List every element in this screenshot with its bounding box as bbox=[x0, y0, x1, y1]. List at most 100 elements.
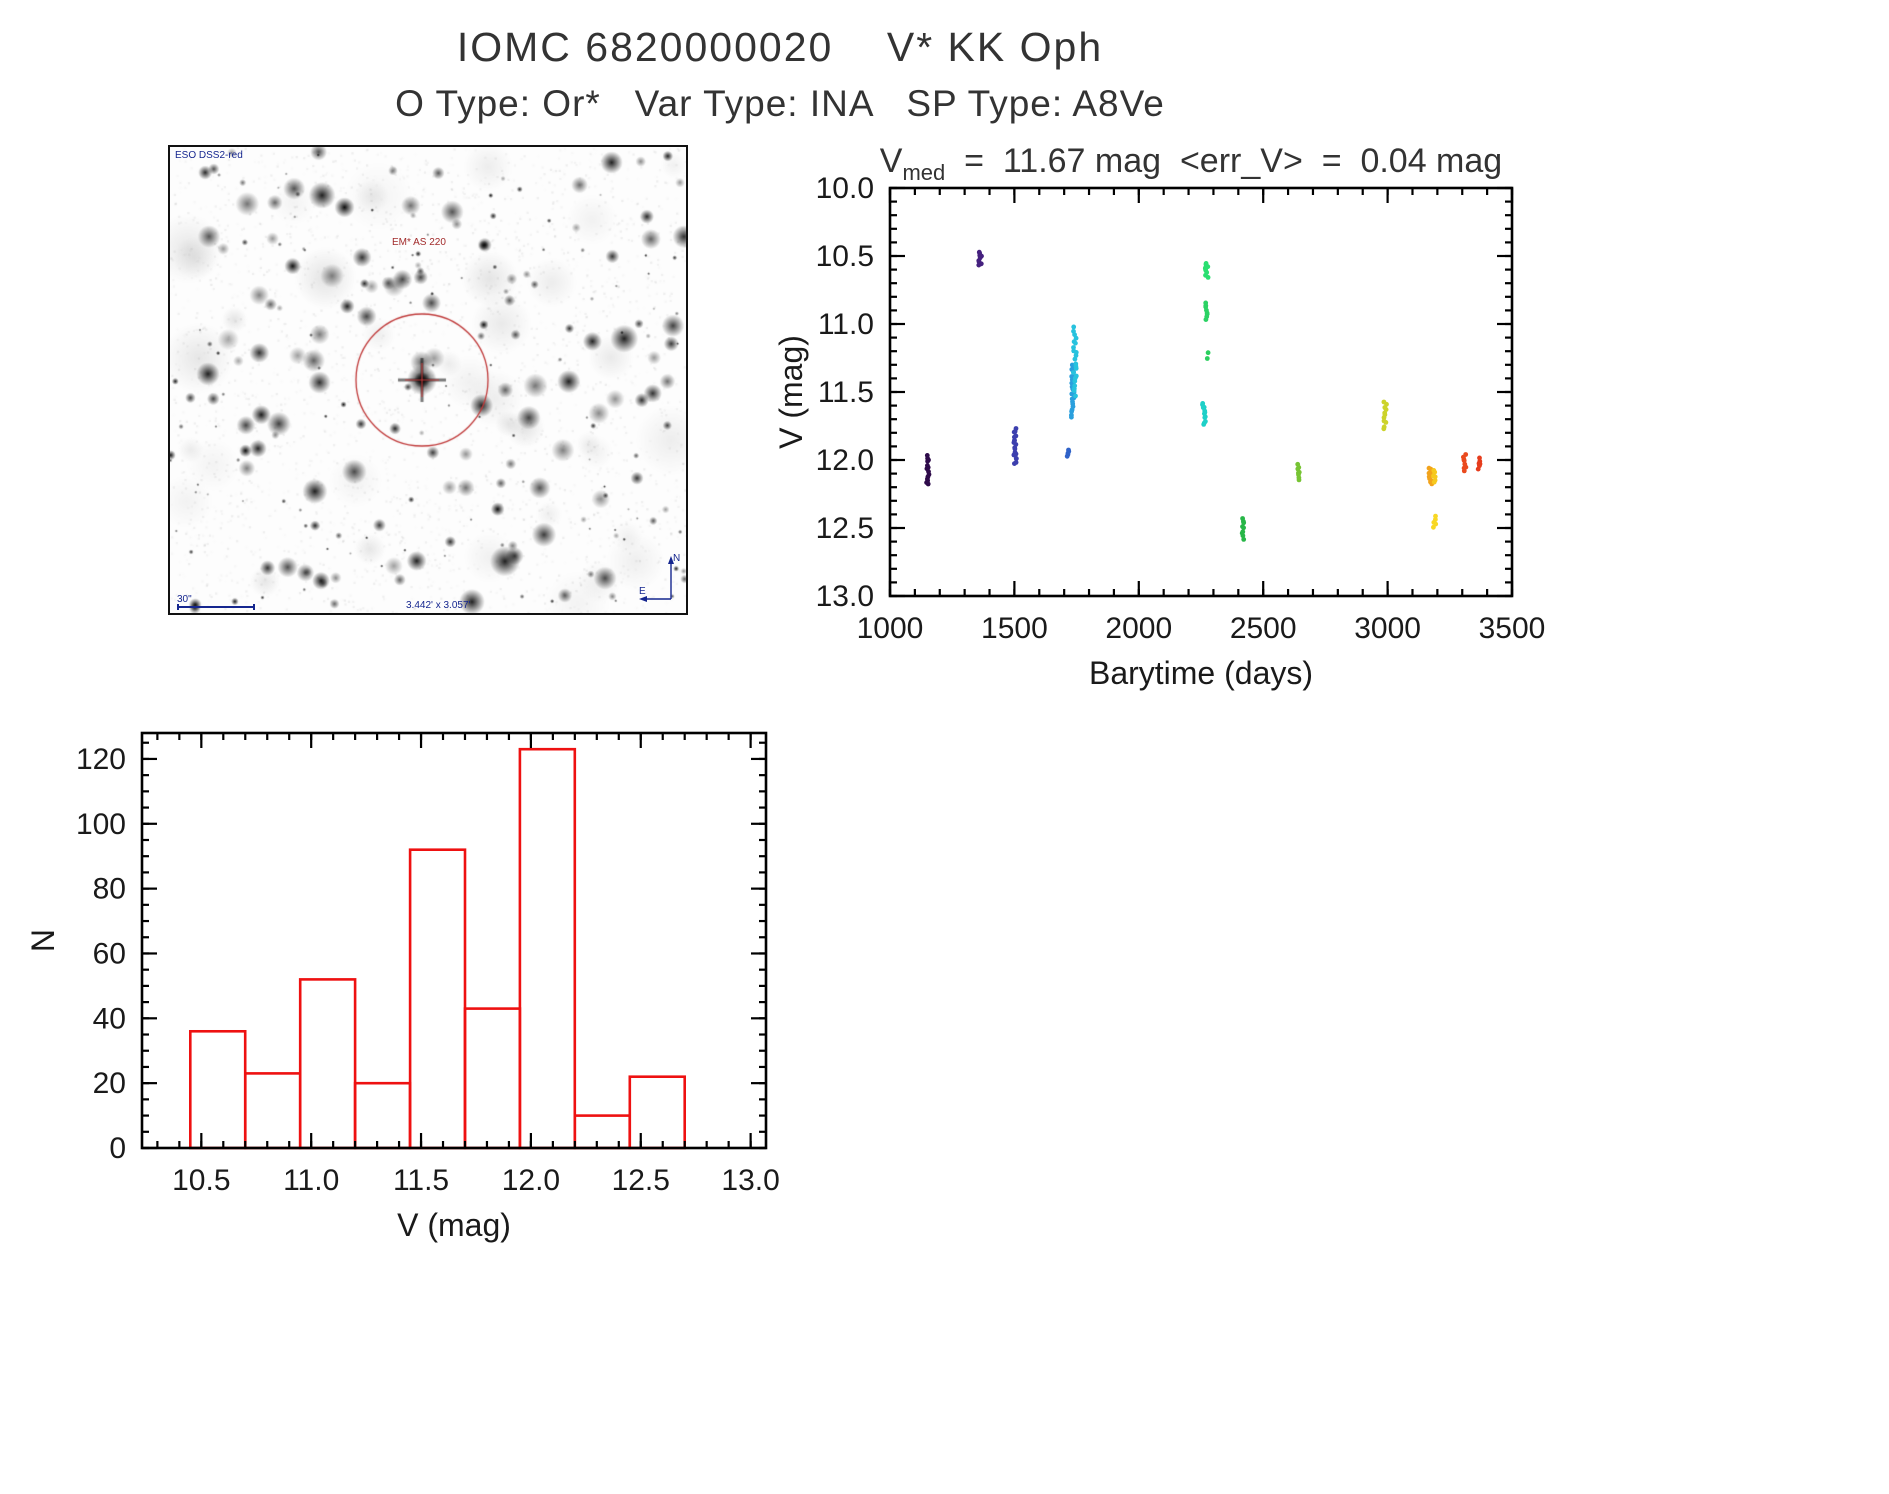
x-tick-label: 12.5 bbox=[612, 1164, 670, 1197]
data-point bbox=[1241, 520, 1247, 526]
data-point bbox=[1203, 317, 1209, 322]
data-point bbox=[1073, 335, 1079, 341]
histogram-chart: 10.5 11.0 11.5 12.0 12.5 13.0 0 20 40 60 80 100 120 V… bbox=[25, 731, 780, 1243]
star-field-image bbox=[170, 147, 686, 613]
histogram-bar bbox=[353, 1081, 412, 1150]
x-tick-label: 3000 bbox=[1354, 612, 1421, 645]
survey-label: ESO DSS2-red bbox=[175, 150, 243, 161]
x-tick-label: 10.5 bbox=[172, 1164, 230, 1197]
data-point bbox=[1072, 378, 1078, 384]
data-point bbox=[1431, 479, 1437, 485]
x-tick-label: 11.5 bbox=[393, 1164, 449, 1197]
data-point bbox=[1433, 513, 1438, 519]
histogram-bar bbox=[408, 848, 467, 1150]
x-tick-label: 1000 bbox=[857, 612, 924, 645]
axis-box bbox=[888, 186, 1514, 598]
data-point bbox=[1240, 533, 1246, 539]
data-point bbox=[1073, 393, 1078, 399]
y-tick-label: 120 bbox=[76, 743, 126, 776]
x-tick-label: 13.0 bbox=[721, 1164, 779, 1197]
y-axis-label: N bbox=[25, 929, 61, 952]
scale-bar: 30" bbox=[177, 594, 255, 610]
compass-north-arrowhead bbox=[668, 556, 674, 564]
y-tick-label: 100 bbox=[76, 808, 126, 841]
data-point bbox=[1064, 453, 1070, 459]
data-point bbox=[1071, 345, 1076, 350]
axis-box bbox=[140, 731, 768, 1150]
lightcurve-chart: 1000 1500 2000 2500 3000 3500 10.0 10.5 11.0 11.5… bbox=[773, 172, 1546, 691]
histogram-bar bbox=[244, 1072, 302, 1150]
data-point bbox=[976, 262, 982, 268]
y-tick-label: 12.5 bbox=[816, 512, 874, 545]
histogram-bar bbox=[463, 1007, 522, 1150]
data-point bbox=[1381, 426, 1387, 432]
y-tick-label: 60 bbox=[93, 937, 126, 970]
y-tick-label: 12.0 bbox=[816, 444, 874, 477]
y-tick-label: 13.0 bbox=[816, 580, 874, 613]
data-point bbox=[1202, 415, 1208, 420]
compass-east-label: E bbox=[639, 586, 646, 597]
target-star-label: EM* AS 220 bbox=[392, 237, 446, 248]
scale-bar-label: 30" bbox=[177, 594, 192, 605]
data-point bbox=[1071, 370, 1076, 375]
histogram-bar bbox=[628, 1075, 686, 1150]
lightcurve-title-sub: med bbox=[902, 159, 946, 185]
data-point bbox=[1013, 456, 1019, 462]
y-tick-label: 10.0 bbox=[816, 172, 874, 205]
data-point bbox=[1069, 414, 1074, 420]
y-tick-label: 11.0 bbox=[818, 308, 874, 341]
y-axis-label: V (mag) bbox=[773, 335, 809, 449]
compass-icon: N E bbox=[639, 553, 680, 602]
y-tick-label: 20 bbox=[93, 1067, 126, 1100]
histogram-panel: 10.5 11.0 11.5 12.0 12.5 13.0 0 20 40 60 80 100 120 V… bbox=[20, 718, 830, 1263]
data-point bbox=[1201, 422, 1207, 427]
compass-east-arrowhead bbox=[639, 596, 647, 602]
lightcurve-title-rest: = 11.67 mag <err_V> = 0.04 mag bbox=[945, 142, 1503, 180]
header: IOMC 6820000020 V* KK Oph O Type: Or* Va… bbox=[0, 24, 1560, 125]
data-point bbox=[925, 481, 931, 487]
data-point bbox=[925, 458, 930, 464]
y-tick-label: 80 bbox=[93, 873, 126, 906]
data-point bbox=[1241, 525, 1246, 531]
x-axis-label: V (mag) bbox=[397, 1207, 511, 1243]
data-point bbox=[1381, 415, 1387, 420]
data-point bbox=[1073, 353, 1079, 358]
x-tick-label: 1500 bbox=[981, 612, 1048, 645]
histogram-bar bbox=[518, 747, 577, 1150]
lightcurve-title: Vmed = 11.67 mag <err_V> = 0.04 mag bbox=[860, 142, 1522, 186]
data-point bbox=[1012, 461, 1017, 466]
x-tick-label: 3500 bbox=[1479, 612, 1546, 645]
data-point bbox=[1296, 477, 1302, 483]
data-point bbox=[1432, 469, 1438, 475]
compass-north-label: N bbox=[673, 553, 680, 564]
data-point bbox=[1071, 324, 1077, 330]
finder-chart-panel: ESO DSS2-red EM* AS 220 30" 3.442' x 3.0… bbox=[168, 145, 688, 615]
data-point bbox=[1071, 388, 1077, 394]
page-subtitle: O Type: Or* Var Type: INA SP Type: A8Ve bbox=[395, 83, 1165, 124]
data-point bbox=[1012, 446, 1018, 452]
data-point bbox=[1011, 429, 1017, 435]
scale-bar-line bbox=[177, 604, 255, 610]
x-tick-label: 2000 bbox=[1105, 612, 1172, 645]
data-point bbox=[1204, 356, 1210, 361]
x-tick-label: 12.0 bbox=[502, 1164, 560, 1197]
data-point bbox=[1432, 474, 1438, 480]
lightcurve-panel: Vmed = 11.67 mag <err_V> = 0.04 mag 1000… bbox=[770, 140, 1550, 720]
data-point bbox=[1461, 468, 1467, 474]
data-point bbox=[1069, 409, 1074, 414]
data-point bbox=[1073, 340, 1078, 346]
y-tick-label: 10.5 bbox=[816, 240, 874, 273]
x-tick-label: 11.0 bbox=[283, 1164, 339, 1197]
data-point bbox=[1383, 420, 1389, 425]
page-title: IOMC 6820000020 V* KK Oph bbox=[456, 24, 1104, 70]
histogram-bar bbox=[573, 1114, 631, 1150]
y-tick-label: 11.5 bbox=[818, 376, 874, 409]
data-point bbox=[1241, 537, 1247, 542]
data-point bbox=[1431, 524, 1436, 530]
data-point bbox=[1011, 452, 1017, 458]
y-tick-label: 0 bbox=[109, 1132, 126, 1165]
lightcurve-title-v: V bbox=[879, 142, 903, 180]
y-tick-label: 40 bbox=[93, 1002, 126, 1035]
data-point bbox=[1205, 350, 1211, 356]
x-axis-label: Barytime (days) bbox=[1089, 655, 1313, 691]
